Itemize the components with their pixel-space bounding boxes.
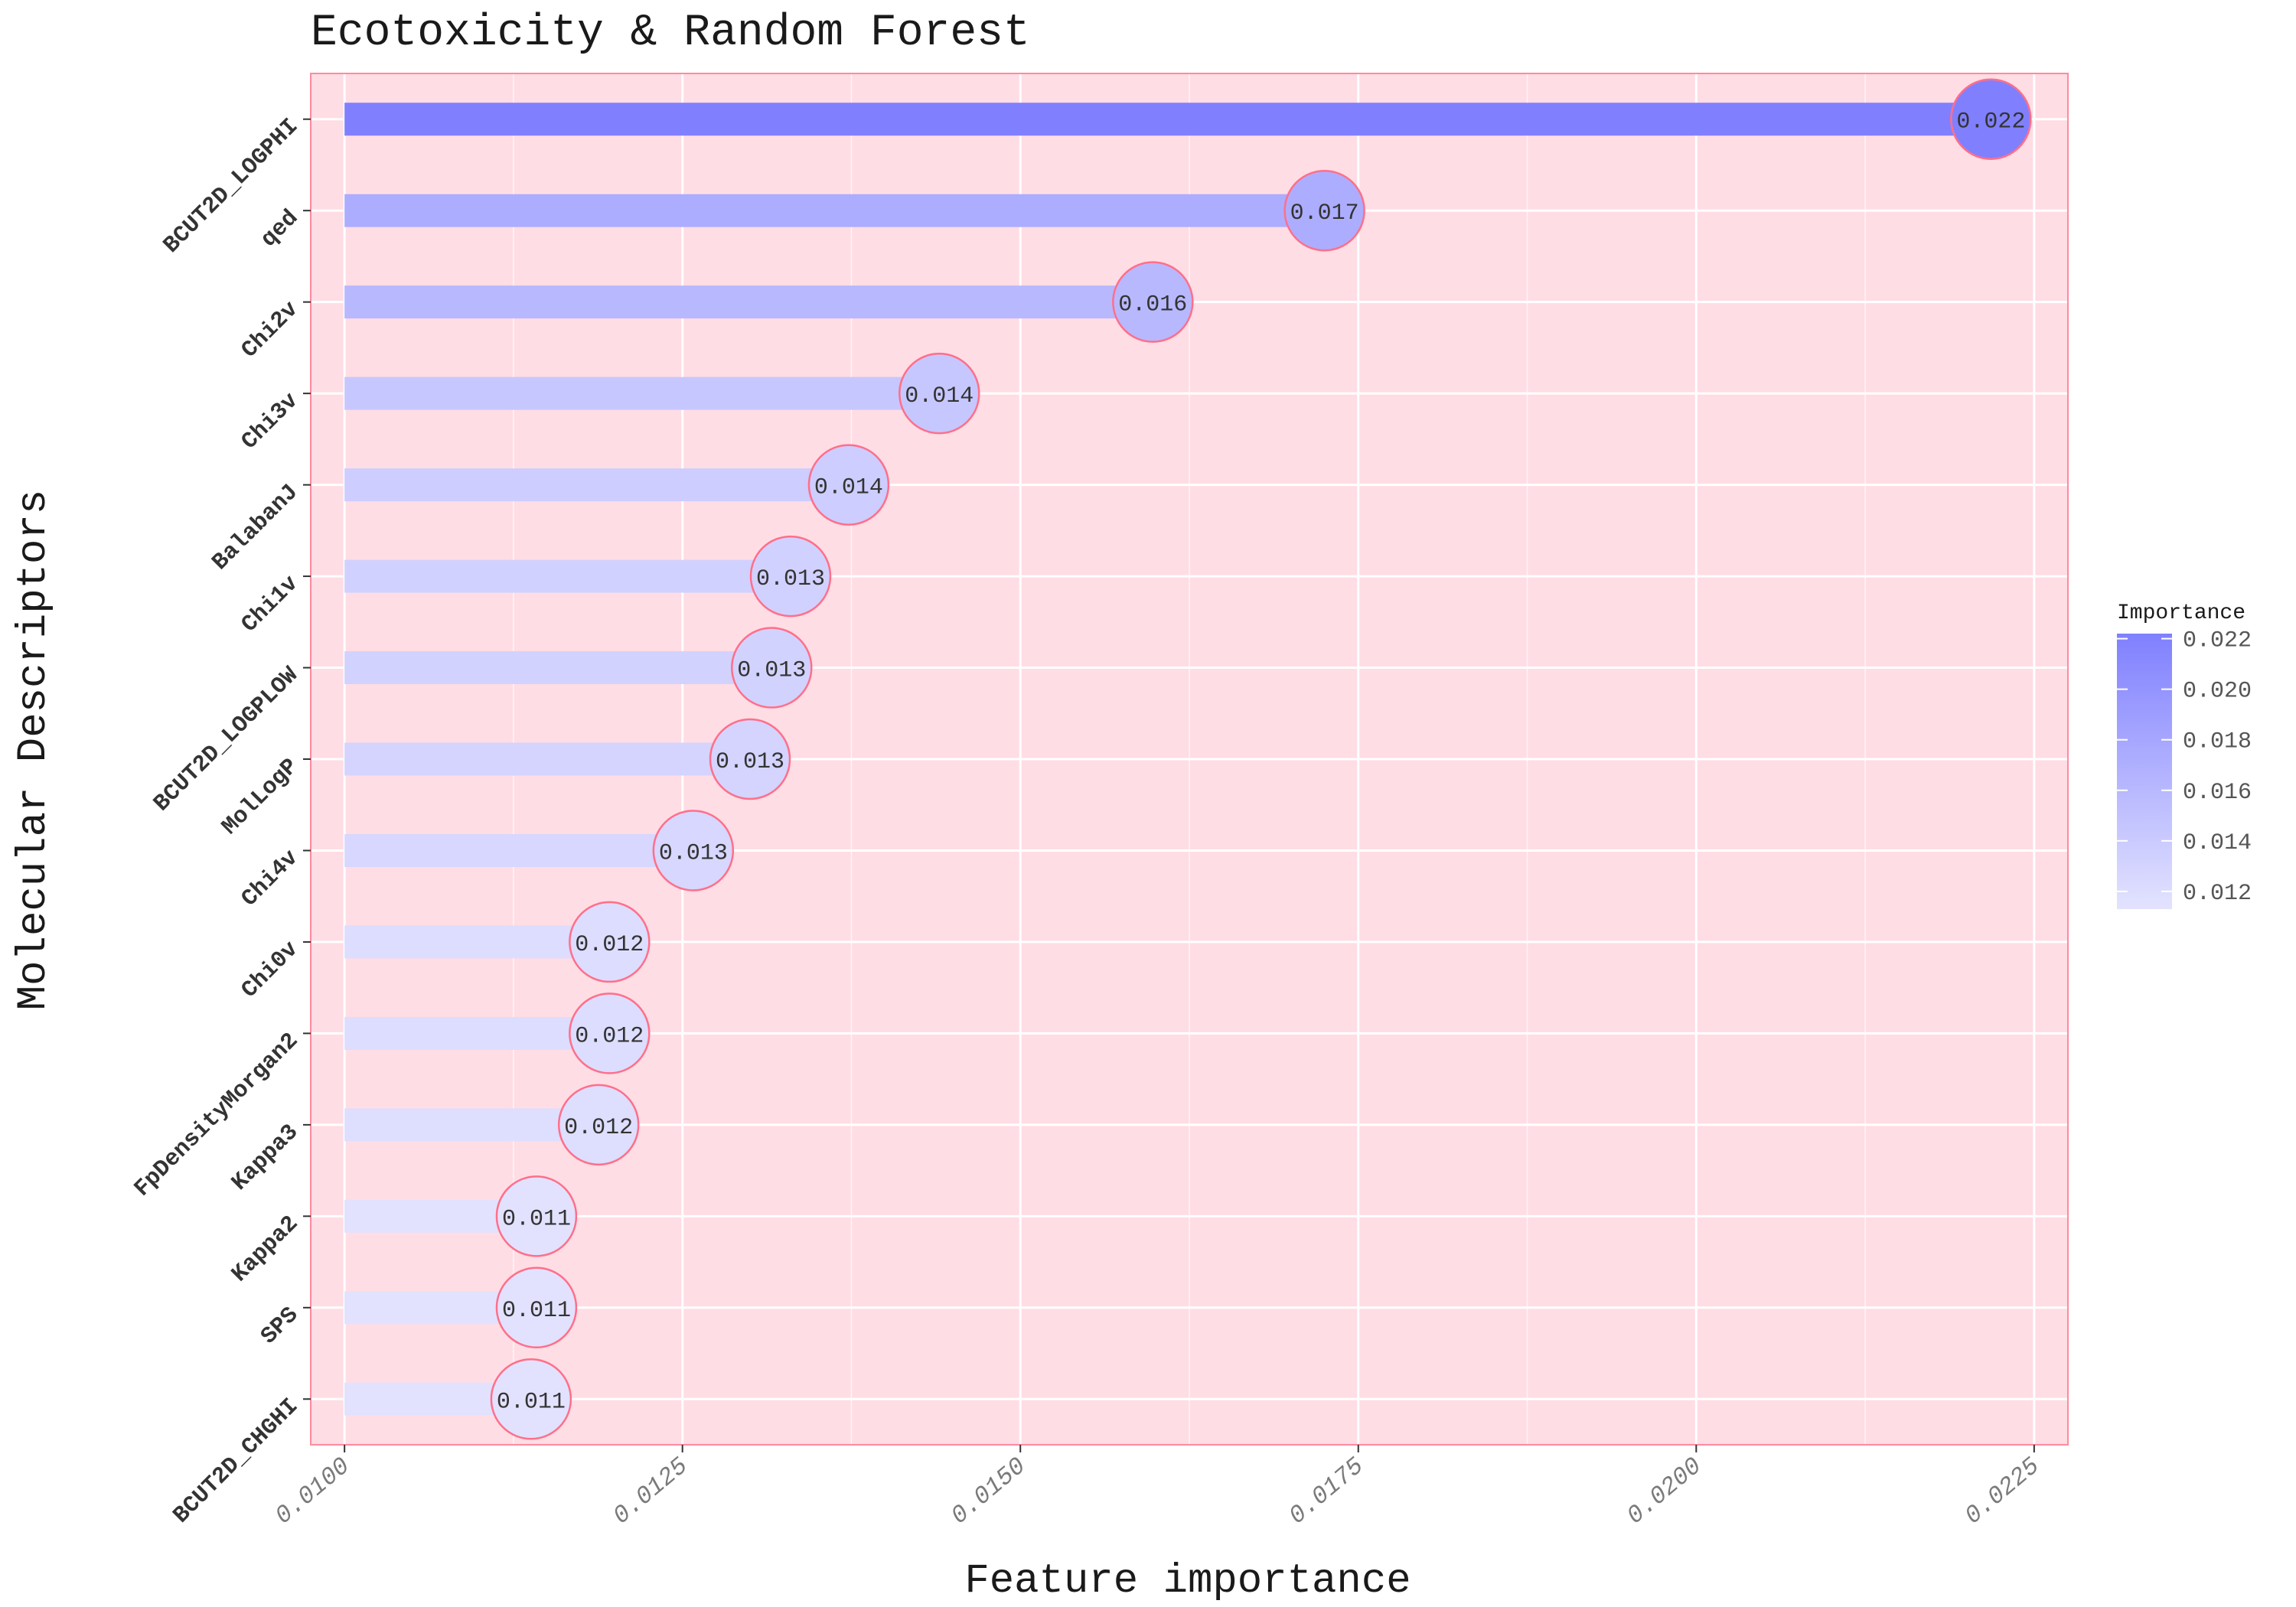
point-BCUT2D_LOGPLOW (731, 627, 813, 709)
x-tick-labels: 0.0100 0.0125 0.0150 0.0175 0.0200 0.0225 (270, 1445, 2045, 1530)
point-Chi1v (749, 535, 832, 618)
legend-title: Importance (2117, 601, 2245, 625)
bar-Kappa3 (344, 1108, 599, 1142)
data-label: 0.017 (1290, 200, 1359, 227)
point-Chi4v (652, 810, 735, 892)
x-tick-label: 0.0150 (946, 1452, 1032, 1530)
point-SPS (495, 1266, 578, 1349)
x-axis-title: Feature importance (964, 1558, 1411, 1605)
x-tick-label: 0.0200 (1622, 1452, 1707, 1530)
data-label: 0.012 (575, 1023, 644, 1049)
bar-Chi2v (344, 285, 1153, 319)
bar-Chi1v (344, 559, 791, 593)
point-Chi0v (569, 901, 651, 983)
y-tick-label: Chi1v (236, 571, 304, 638)
bars (344, 103, 1991, 1416)
data-label: 0.012 (575, 932, 644, 958)
data-label: 0.013 (659, 840, 728, 866)
y-tick-labels: BCUT2D_LOGPHIqedChi2vChi3vBalabanJChi1vB… (129, 114, 311, 1529)
data-label: 0.011 (502, 1206, 571, 1232)
point-Kappa3 (557, 1084, 640, 1166)
y-tick-label: Chi2v (236, 297, 304, 364)
bar-MolLogP (344, 742, 751, 776)
bar-Chi0v (344, 925, 610, 959)
data-label: 0.014 (814, 475, 883, 501)
bar-Chi3v (344, 376, 940, 410)
bar-BCUT2D_LOGPHI (344, 103, 1991, 136)
legend-colorbar (2117, 634, 2172, 909)
point-Chi3v (899, 352, 980, 435)
bar-BalabanJ (344, 468, 849, 502)
legend-tick-label: 0.012 (2183, 881, 2252, 907)
data-label: 0.016 (1118, 292, 1187, 318)
legend-tick-label: 0.022 (2183, 628, 2252, 654)
point-BCUT2D_CHGHI (490, 1358, 572, 1440)
y-tick-label: Kappa3 (227, 1120, 304, 1196)
point-FpDensityMorgan2 (569, 993, 651, 1074)
x-tick-label: 0.0175 (1283, 1452, 1369, 1530)
chart-title: Ecotoxicity & Random Forest (311, 8, 1030, 58)
y-tick-label: Chi4v (236, 845, 304, 912)
y-axis-title: Molecular Descriptors (11, 490, 57, 1011)
legend-tick-label: 0.020 (2183, 679, 2252, 705)
y-tick-label: Kappa2 (227, 1211, 304, 1287)
y-tick-label: BalabanJ (207, 480, 304, 576)
legend-ticks: 0.022 0.020 0.018 0.016 0.014 0.012 (2117, 628, 2252, 907)
bar-Chi4v (344, 833, 693, 867)
data-label: 0.014 (905, 383, 974, 409)
y-tick-label: SPS (256, 1302, 304, 1350)
data-label: 0.011 (497, 1389, 566, 1415)
legend-tick-label: 0.016 (2183, 780, 2252, 806)
points: 0.022 0.017 0.016 0.014 0.014 0.013 0.013 0.013… (490, 78, 2032, 1440)
point-Chi2v (1112, 261, 1194, 343)
bar-FpDensityMorgan2 (344, 1016, 610, 1050)
data-label: 0.013 (716, 749, 784, 775)
point-BCUT2D_LOGPHI (1950, 78, 2032, 160)
point-Kappa2 (495, 1175, 578, 1257)
data-label: 0.013 (756, 566, 825, 592)
y-tick-label: qed (256, 205, 304, 253)
bar-qed (344, 194, 1325, 227)
data-label: 0.012 (564, 1115, 633, 1141)
y-tick-label: Chi3v (236, 388, 304, 455)
legend-tick-label: 0.014 (2183, 830, 2252, 856)
data-label: 0.013 (737, 658, 806, 684)
y-tick-label: MolLogP (217, 754, 304, 840)
y-tick-label: Chi0v (236, 937, 304, 1004)
data-label: 0.011 (502, 1298, 571, 1324)
y-tick-label: FpDensityMorgan2 (129, 1028, 304, 1202)
data-label: 0.022 (1956, 109, 2025, 135)
point-MolLogP (709, 718, 791, 800)
bar-BCUT2D_LOGPLOW (344, 651, 772, 685)
legend: Importance 0.022 0.020 0.018 0.016 0.014 0.01… (2117, 601, 2252, 909)
point-BalabanJ (807, 444, 890, 526)
x-tick-label: 0.0225 (1959, 1452, 2045, 1530)
point-qed (1283, 169, 1365, 252)
x-tick-label: 0.0125 (608, 1452, 693, 1530)
legend-tick-label: 0.018 (2183, 729, 2252, 755)
x-tick-label: 0.0100 (270, 1452, 356, 1530)
